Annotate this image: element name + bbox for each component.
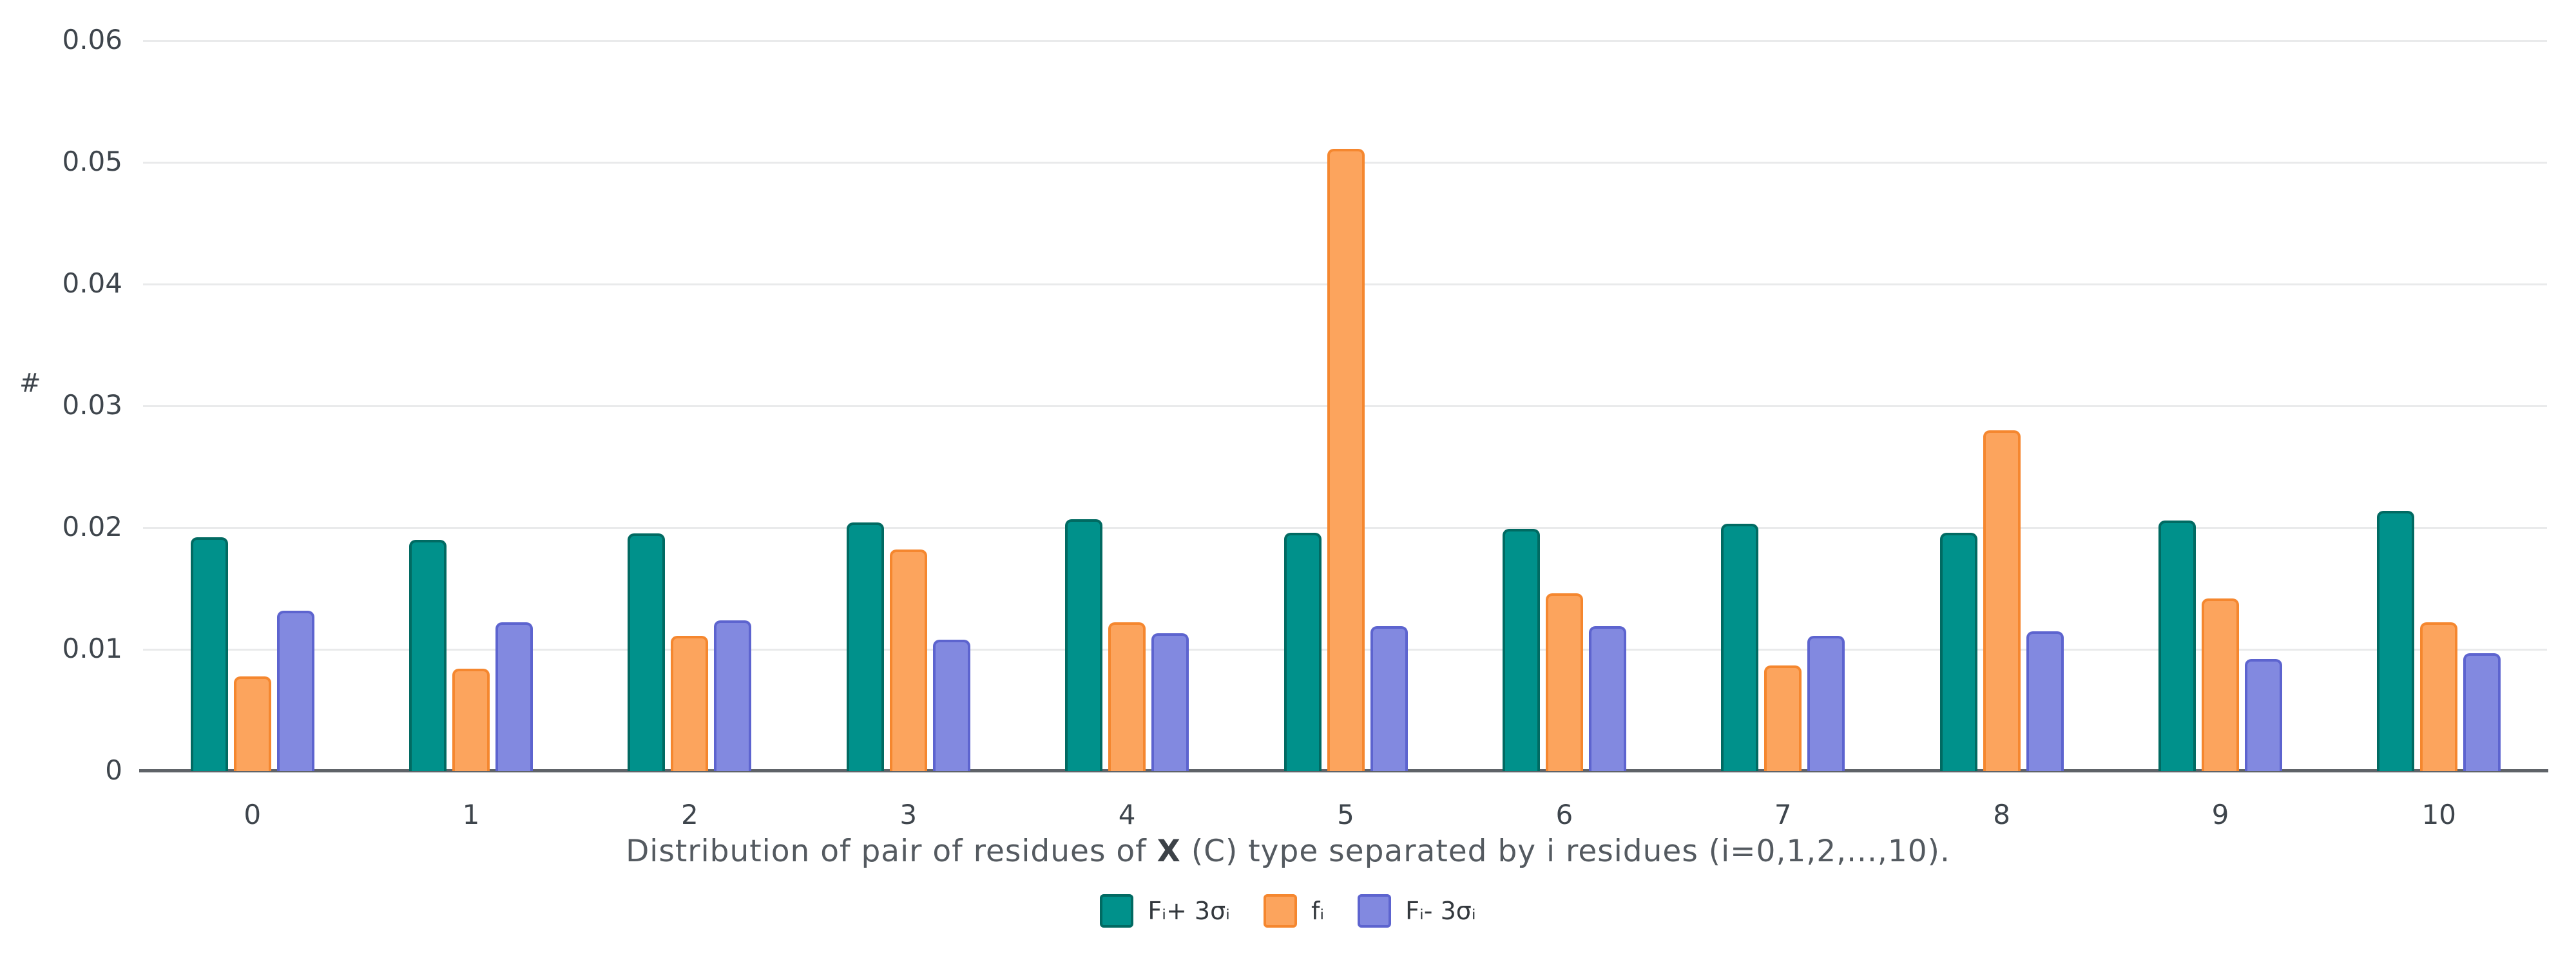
y-tick-label: 0 (105, 754, 122, 786)
bar-series-0-cat-8 (1939, 532, 1977, 771)
legend-swatch-icon (1100, 894, 1134, 928)
x-tick-label: 5 (1337, 799, 1354, 830)
y-axis-label: # (19, 368, 41, 398)
bar-series-2-cat-4 (1151, 633, 1189, 771)
y-tick-label: 0.05 (62, 146, 122, 177)
legend-item-1: fᵢ (1263, 894, 1325, 928)
bar-series-1-cat-8 (1983, 430, 2021, 771)
legend-item-0: Fᵢ+ 3σᵢ (1100, 894, 1230, 928)
y-tick-label: 0.01 (62, 633, 122, 664)
bar-series-0-cat-2 (628, 533, 666, 771)
bar-series-0-cat-7 (1721, 524, 1759, 771)
y-tick-label: 0.03 (62, 389, 122, 421)
bar-series-2-cat-9 (2245, 659, 2282, 771)
bar-series-1-cat-7 (1764, 665, 1802, 771)
title-segment: Distribution of pair of residues of (626, 834, 1157, 869)
bar-series-1-cat-1 (452, 669, 490, 771)
y-tick-label: 0.04 (62, 267, 122, 299)
bar-series-1-cat-10 (2420, 622, 2458, 771)
bar-series-0-cat-0 (190, 537, 228, 771)
bar-series-2-cat-8 (2026, 631, 2064, 771)
bar-series-2-cat-2 (714, 620, 752, 771)
bar-series-0-cat-9 (2158, 520, 2196, 771)
bar-series-2-cat-6 (1588, 626, 1626, 771)
x-tick-label: 1 (462, 799, 480, 830)
bar-series-0-cat-3 (846, 522, 884, 771)
x-tick-label: 4 (1118, 799, 1136, 830)
bar-series-1-cat-3 (889, 550, 927, 771)
bar-series-2-cat-3 (932, 639, 970, 771)
x-tick-label: 10 (2421, 799, 2457, 830)
bar-series-1-cat-6 (1545, 593, 1583, 771)
x-axis-title: Distribution of pair of residues of X (C… (0, 834, 2576, 869)
gridline (143, 40, 2547, 42)
bar-series-1-cat-9 (2202, 598, 2239, 771)
x-tick-label: 7 (1774, 799, 1792, 830)
bar-series-1-cat-5 (1327, 149, 1365, 771)
y-tick-label: 0.02 (62, 511, 122, 542)
legend-item-2: Fᵢ- 3σᵢ (1358, 894, 1476, 928)
bar-series-2-cat-0 (276, 610, 314, 771)
plot-area (139, 40, 2548, 772)
x-tick-label: 3 (899, 799, 918, 830)
bar-series-0-cat-10 (2377, 510, 2415, 771)
bar-series-2-cat-10 (2463, 653, 2501, 771)
bar-series-0-cat-4 (1065, 519, 1103, 771)
bar-series-2-cat-1 (495, 622, 533, 771)
bar-series-2-cat-7 (1807, 636, 1845, 771)
bar-series-1-cat-2 (671, 636, 709, 771)
legend-swatch-icon (1358, 894, 1392, 928)
title-segment: (C) type separated by i residues (i=0,1,… (1180, 834, 1950, 869)
legend-label: Fᵢ+ 3σᵢ (1148, 897, 1230, 925)
x-tick-label: 9 (2211, 799, 2229, 830)
legend-swatch-icon (1263, 894, 1297, 928)
bar-series-0-cat-6 (1502, 528, 1540, 771)
bar-series-2-cat-5 (1370, 626, 1408, 771)
x-tick-label: 8 (1993, 799, 2010, 830)
y-tick-label: 0.06 (62, 24, 122, 55)
bar-series-1-cat-0 (233, 676, 271, 771)
x-tick-label: 2 (681, 799, 698, 830)
bar-series-0-cat-5 (1283, 532, 1322, 771)
x-tick-label: 6 (1555, 799, 1573, 830)
legend: Fᵢ+ 3σᵢ fᵢ Fᵢ- 3σᵢ (0, 894, 2576, 928)
legend-label: fᵢ (1311, 897, 1325, 925)
legend-label: Fᵢ- 3σᵢ (1405, 897, 1476, 925)
title-bold-segment: X (1157, 834, 1181, 869)
x-tick-label: 0 (244, 799, 262, 830)
bar-series-1-cat-4 (1108, 622, 1146, 771)
bar-series-0-cat-1 (409, 539, 447, 771)
